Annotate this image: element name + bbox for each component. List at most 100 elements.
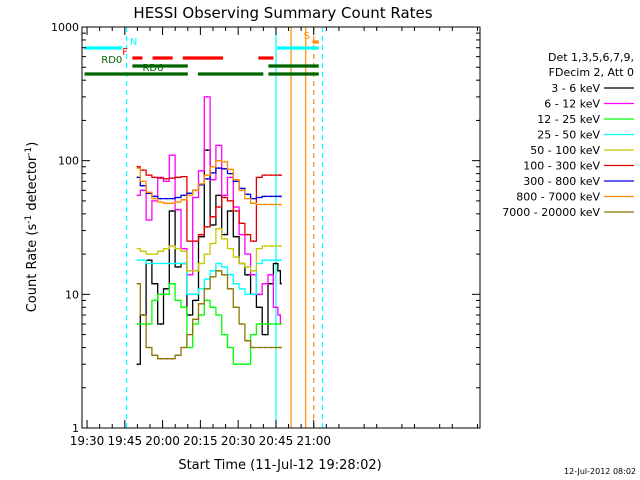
- data-point-s9-23: [270, 346, 272, 349]
- data-point-s6-12: [206, 225, 209, 228]
- data-point-s9-0: [136, 282, 139, 285]
- data-point-s9-4: [159, 357, 162, 360]
- data-point-s7-25: [278, 195, 281, 198]
- legend: Det 1,3,5,6,7,9, FDecim 2, Att 0 3 - 6 k…: [502, 51, 634, 219]
- y-axis-label-sup1: -1: [24, 215, 34, 224]
- flag-label-n: N: [130, 37, 137, 48]
- data-point-s8-26: [280, 203, 282, 206]
- data-point-s8-25: [278, 203, 281, 206]
- data-point-s8-19: [246, 197, 249, 200]
- data-point-s3-13: [212, 306, 214, 309]
- axes-layer: 1 10 100 1000 19:30 19:45 20:00 20:15 20:30 20:45…: [51, 21, 481, 448]
- data-point-s4-8: [183, 262, 185, 265]
- flag-label-f: F: [122, 47, 128, 58]
- data-point-s5-20: [252, 269, 255, 272]
- y-axis-label: Count Rate (s-1 detector-1): [24, 142, 40, 313]
- data-point-s1-16: [229, 210, 232, 212]
- data-point-s8-24: [275, 203, 277, 206]
- data-point-s1-9: [188, 314, 191, 316]
- data-point-s2-13: [212, 178, 214, 181]
- data-point-s6-11: [200, 233, 203, 236]
- data-point-s7-23: [270, 195, 272, 198]
- data-point-s8-4: [159, 201, 162, 203]
- data-point-s2-24: [275, 306, 277, 309]
- data-point-s2-18: [241, 233, 243, 236]
- legend-header-line1: Det 1,3,5,6,7,9,: [548, 51, 634, 64]
- data-point-s6-25: [278, 174, 281, 176]
- data-point-s5-17: [235, 256, 238, 258]
- data-point-s7-8: [183, 194, 185, 197]
- data-point-s2-7: [177, 208, 179, 211]
- y-axis-label-end: ): [25, 142, 40, 147]
- data-point-s3-22: [264, 323, 267, 325]
- data-point-s4-11: [200, 287, 203, 290]
- data-point-s1-13: [212, 224, 214, 226]
- data-point-s5-16: [229, 247, 232, 250]
- data-point-s1-21: [258, 306, 261, 309]
- data-point-s1-15: [223, 233, 226, 236]
- data-point-s3-21: [258, 323, 261, 325]
- data-point-s5-26: [280, 245, 282, 247]
- data-point-s8-11: [200, 183, 203, 185]
- data-point-s9-24: [275, 346, 277, 349]
- data-point-s4-7: [177, 262, 179, 265]
- data-point-s2-11: [200, 169, 203, 172]
- data-point-s6-18: [241, 222, 243, 225]
- data-point-s5-3: [153, 253, 156, 255]
- data-point-s4-10: [194, 293, 197, 296]
- data-point-s3-2: [148, 323, 150, 325]
- flag-layer: NF S RD0 RD6: [84, 31, 319, 76]
- data-point-s7-13: [212, 171, 214, 174]
- data-point-s8-9: [188, 194, 191, 197]
- data-point-s6-2: [148, 174, 150, 176]
- data-point-s6-14: [217, 206, 220, 208]
- data-point-s2-2: [148, 219, 150, 221]
- data-point-s7-16: [229, 172, 232, 175]
- x-tick-label-2: 20:00: [145, 434, 180, 448]
- legend-header-line2: FDecim 2, Att 0: [549, 66, 634, 79]
- data-point-s5-21: [258, 247, 261, 250]
- data-point-s8-17: [235, 178, 238, 181]
- x-tick-label-5: 20:45: [259, 434, 294, 448]
- data-point-s2-10: [194, 196, 197, 199]
- data-point-s1-5: [165, 287, 168, 290]
- data-point-s4-25: [278, 259, 281, 262]
- legend-label-6: 100 - 300 keV: [523, 160, 600, 173]
- data-point-s2-20: [252, 273, 255, 276]
- data-point-s4-20: [252, 293, 255, 296]
- data-point-s5-15: [223, 237, 226, 240]
- data-point-s5-8: [183, 250, 185, 253]
- data-point-s7-26: [280, 195, 282, 198]
- data-point-s3-14: [217, 314, 220, 316]
- data-point-s7-15: [223, 167, 226, 170]
- data-point-s8-15: [223, 160, 226, 163]
- data-point-s5-12: [206, 253, 209, 255]
- data-point-s6-8: [183, 175, 185, 178]
- series-line-7: [137, 167, 281, 200]
- data-point-s6-15: [223, 196, 226, 199]
- data-point-s8-18: [241, 189, 243, 192]
- data-point-s1-2: [148, 259, 150, 262]
- data-point-s9-2: [148, 346, 150, 349]
- data-point-s1-0: [136, 363, 139, 366]
- data-point-s1-24: [275, 262, 277, 265]
- data-point-s1-25: [278, 269, 281, 272]
- data-point-s1-7: [177, 266, 179, 268]
- y-tick-label-0: 1: [72, 422, 79, 435]
- data-point-s9-15: [223, 273, 226, 276]
- legend-label-2: 6 - 12 keV: [544, 98, 600, 111]
- legend-label-9: 7000 - 20000 keV: [502, 206, 600, 219]
- data-point-s9-20: [252, 346, 255, 349]
- data-point-s7-1: [142, 184, 145, 187]
- data-point-s9-26: [280, 346, 282, 349]
- data-point-s5-24: [275, 245, 277, 247]
- data-point-s6-9: [188, 240, 191, 243]
- data-point-s9-17: [235, 306, 238, 309]
- data-point-s2-1: [142, 189, 145, 192]
- data-point-s2-8: [183, 247, 185, 250]
- data-point-s1-22: [264, 333, 267, 336]
- x-tick-label-0: 19:30: [70, 434, 105, 448]
- data-point-s7-5: [165, 197, 168, 200]
- data-point-s9-10: [194, 318, 197, 321]
